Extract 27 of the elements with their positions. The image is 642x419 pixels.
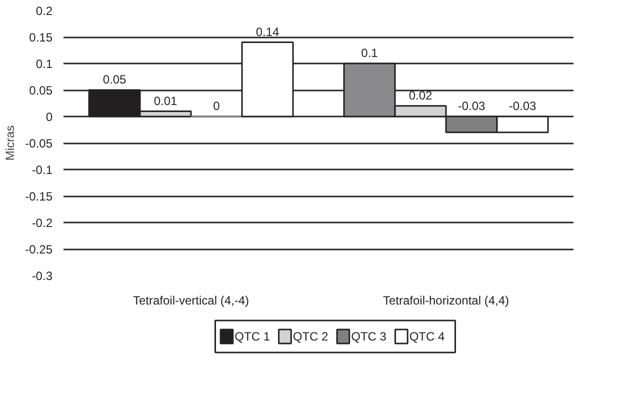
y-tick-label: 0.2 <box>36 4 53 18</box>
data-label: 0.05 <box>102 72 127 87</box>
data-label: -0.03 <box>458 99 486 114</box>
data-label: 0.02 <box>408 88 433 103</box>
y-axis-title: Micras <box>3 125 18 161</box>
legend-label: QTC 4 <box>409 330 446 344</box>
y-tick-label: -0.25 <box>25 242 53 256</box>
data-label: -0.03 <box>508 99 536 114</box>
data-label: 0 <box>213 99 220 114</box>
legend-label: QTC 2 <box>292 330 329 344</box>
bar <box>241 42 294 118</box>
y-tick-label: 0.15 <box>29 30 53 44</box>
y-tick-label: -0.15 <box>25 190 53 204</box>
y-tick-label: -0.05 <box>25 136 53 150</box>
data-label: 0.14 <box>256 24 280 39</box>
y-tick-label: 0 <box>46 110 53 124</box>
y-tick-label: 0.05 <box>29 84 53 98</box>
x-tick-label: Tetrafoil-vertical (4,-4) <box>132 294 250 308</box>
y-tick-label: 0.1 <box>36 57 53 71</box>
data-label: 0.01 <box>154 94 178 108</box>
data-label: 0.1 <box>361 46 378 60</box>
legend-label: QTC 3 <box>351 330 387 344</box>
y-tick-label: -0.3 <box>32 269 53 283</box>
y-tick-label: -0.1 <box>32 163 53 177</box>
legend-label: QTC 1 <box>234 330 270 344</box>
x-tick-label: Tetrafoil-horizontal (4,4) <box>382 294 510 308</box>
y-tick-label: -0.2 <box>32 216 53 230</box>
